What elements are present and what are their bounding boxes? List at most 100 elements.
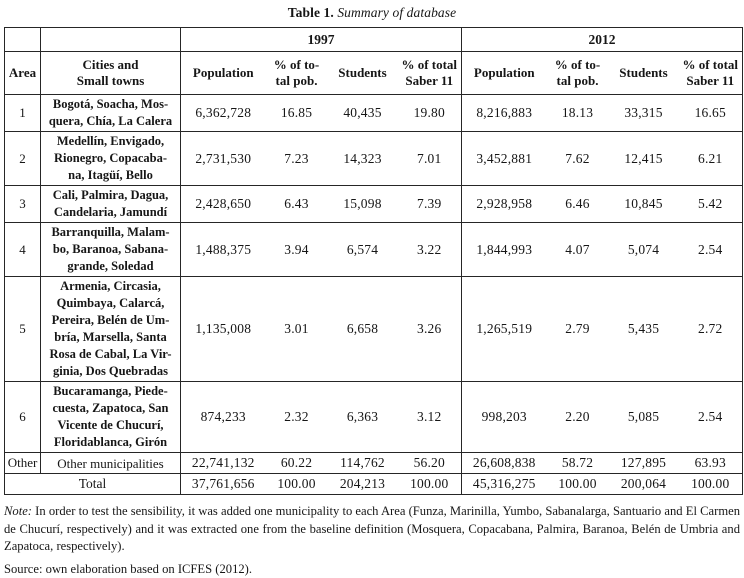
cell-1997-pct-pop: 100.00 xyxy=(265,473,328,495)
cell-2012-population: 8,216,883 xyxy=(461,94,547,132)
total-label-cell: Total xyxy=(4,473,181,495)
pct-pop-1997-header: % of to- tal pob. xyxy=(265,51,328,95)
cell-1997-population: 1,135,008 xyxy=(180,276,266,382)
empty-area-header-cell xyxy=(4,27,41,52)
cell-2012-population: 26,608,838 xyxy=(461,452,547,474)
cell-2012-population: 998,203 xyxy=(461,381,547,453)
cell-2012-population: 1,265,519 xyxy=(461,276,547,382)
table-source: Source: own elaboration based on ICFES (… xyxy=(4,561,740,578)
cell-1997-pct-pop: 6.43 xyxy=(265,185,328,223)
cell-1997-population: 37,761,656 xyxy=(180,473,266,495)
cell-cities: Cali, Palmira, Dagua, Candelaria, Jamund… xyxy=(40,185,181,223)
cell-2012-students: 33,315 xyxy=(608,94,679,132)
summary-of-database-table: 1997 2012 Area Cities and Small towns Po… xyxy=(4,27,743,495)
cell-1997-pct-pop: 16.85 xyxy=(265,94,328,132)
cell-2012-pct-saber: 100.00 xyxy=(678,473,743,495)
cell-2012-students: 12,415 xyxy=(608,131,679,186)
cell-1997-pct-saber: 3.26 xyxy=(397,276,462,382)
cell-cities: Bucaramanga, Piede- cuesta, Zapatoca, Sa… xyxy=(40,381,181,453)
cell-1997-population: 1,488,375 xyxy=(180,222,266,277)
cell-2012-pct-pop: 2.20 xyxy=(546,381,609,453)
cell-2012-pct-pop: 2.79 xyxy=(546,276,609,382)
cell-1997-pct-saber: 19.80 xyxy=(397,94,462,132)
cell-area: 6 xyxy=(4,381,41,453)
cell-2012-population: 3,452,881 xyxy=(461,131,547,186)
population-1997-header: Population xyxy=(180,51,266,95)
cell-2012-pct-pop: 100.00 xyxy=(546,473,609,495)
cell-2012-pct-pop: 7.62 xyxy=(546,131,609,186)
cell-cities: Barranquilla, Malam- bo, Baranoa, Sabana… xyxy=(40,222,181,277)
table-title-caption: Summary of database xyxy=(337,5,457,20)
cell-1997-students: 6,574 xyxy=(327,222,398,277)
empty-cities-header-cell xyxy=(40,27,181,52)
cell-2012-population: 1,844,993 xyxy=(461,222,547,277)
cell-2012-population: 2,928,958 xyxy=(461,185,547,223)
table-row-total: Total 37,761,656 100.00 204,213 100.00 4… xyxy=(4,473,743,495)
cell-1997-students: 204,213 xyxy=(327,473,398,495)
table-title-label: Table 1. xyxy=(287,5,334,20)
year-1997-header: 1997 xyxy=(180,27,462,52)
cell-2012-pct-saber: 6.21 xyxy=(678,131,743,186)
pct-pop-2012-header: % of to- tal pob. xyxy=(546,51,609,95)
cell-1997-population: 2,428,650 xyxy=(180,185,266,223)
cell-2012-pct-pop: 4.07 xyxy=(546,222,609,277)
year-2012-header: 2012 xyxy=(461,27,743,52)
cell-2012-pct-saber: 16.65 xyxy=(678,94,743,132)
cell-1997-students: 6,658 xyxy=(327,276,398,382)
cell-2012-students: 5,074 xyxy=(608,222,679,277)
column-header-row: Area Cities and Small towns Population %… xyxy=(4,51,743,95)
cell-1997-population: 6,362,728 xyxy=(180,94,266,132)
cell-2012-pct-saber: 5.42 xyxy=(678,185,743,223)
cell-1997-population: 22,741,132 xyxy=(180,452,266,474)
cell-area: 1 xyxy=(4,94,41,132)
cell-2012-population: 45,316,275 xyxy=(461,473,547,495)
table-row-area-3: 3 Cali, Palmira, Dagua, Candelaria, Jamu… xyxy=(4,185,743,223)
cell-area: 5 xyxy=(4,276,41,382)
table-row-area-2: 2 Medellín, Envigado, Rionegro, Copacaba… xyxy=(4,131,743,186)
cell-2012-pct-pop: 6.46 xyxy=(546,185,609,223)
cell-2012-pct-saber: 2.72 xyxy=(678,276,743,382)
cell-1997-population: 874,233 xyxy=(180,381,266,453)
cell-1997-pct-saber: 7.39 xyxy=(397,185,462,223)
students-2012-header: Students xyxy=(608,51,679,95)
table-row-area-1: 1 Bogotá, Soacha, Mos- quera, Chía, La C… xyxy=(4,94,743,132)
cell-area: 3 xyxy=(4,185,41,223)
cities-column-header: Cities and Small towns xyxy=(40,51,181,95)
cell-area: 4 xyxy=(4,222,41,277)
cell-1997-pct-saber: 7.01 xyxy=(397,131,462,186)
cell-2012-pct-saber: 2.54 xyxy=(678,222,743,277)
cell-1997-pct-pop: 60.22 xyxy=(265,452,328,474)
cell-1997-pct-saber: 56.20 xyxy=(397,452,462,474)
cell-2012-pct-saber: 63.93 xyxy=(678,452,743,474)
cell-1997-population: 2,731,530 xyxy=(180,131,266,186)
cell-cities: Medellín, Envigado, Rionegro, Copacaba- … xyxy=(40,131,181,186)
cell-1997-students: 15,098 xyxy=(327,185,398,223)
note-label: Note: xyxy=(4,504,32,518)
table-title: Table 1. Summary of database xyxy=(3,5,741,21)
students-1997-header: Students xyxy=(327,51,398,95)
cell-1997-students: 114,762 xyxy=(327,452,398,474)
cell-area: 2 xyxy=(4,131,41,186)
cell-2012-students: 10,845 xyxy=(608,185,679,223)
pct-saber-1997-header: % of total Saber 11 xyxy=(397,51,462,95)
cell-cities: Other municipalities xyxy=(40,452,181,474)
cell-2012-pct-pop: 58.72 xyxy=(546,452,609,474)
cell-2012-students: 5,435 xyxy=(608,276,679,382)
cell-2012-pct-pop: 18.13 xyxy=(546,94,609,132)
table-row-area-6: 6 Bucaramanga, Piede- cuesta, Zapatoca, … xyxy=(4,381,743,453)
table-row-area-5: 5 Armenia, Circasia, Quimbaya, Calarcá, … xyxy=(4,276,743,382)
cell-2012-students: 127,895 xyxy=(608,452,679,474)
cell-1997-pct-pop: 7.23 xyxy=(265,131,328,186)
cell-1997-students: 14,323 xyxy=(327,131,398,186)
cell-1997-pct-saber: 3.12 xyxy=(397,381,462,453)
pct-saber-2012-header: % of total Saber 11 xyxy=(678,51,743,95)
year-header-row: 1997 2012 xyxy=(4,27,743,52)
cell-1997-pct-pop: 3.94 xyxy=(265,222,328,277)
cell-1997-pct-saber: 3.22 xyxy=(397,222,462,277)
table-note: Note: In order to test the sensibility, … xyxy=(4,503,740,556)
note-text: In order to test the sensibility, it was… xyxy=(4,504,740,553)
table-row-other: Other Other municipalities 22,741,132 60… xyxy=(4,452,743,474)
cell-1997-students: 6,363 xyxy=(327,381,398,453)
cell-1997-pct-saber: 100.00 xyxy=(397,473,462,495)
